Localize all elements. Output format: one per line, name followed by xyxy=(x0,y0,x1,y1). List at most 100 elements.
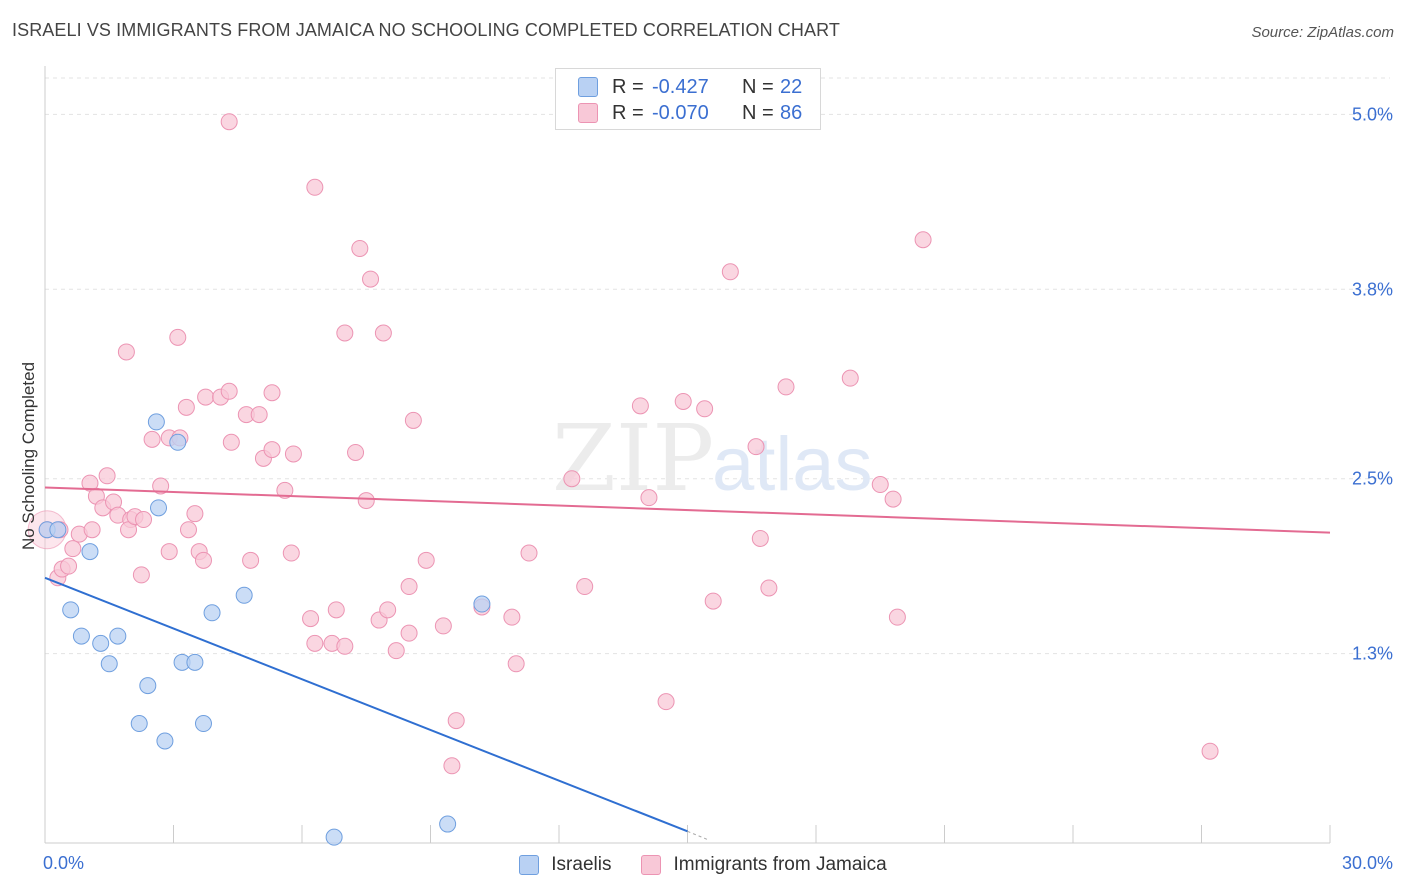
jamaica-point xyxy=(98,467,116,485)
jamaica-point xyxy=(351,239,369,257)
israeli-point xyxy=(109,627,127,645)
jamaica-point xyxy=(177,398,195,416)
jamaica-point xyxy=(751,529,769,547)
jamaica-point xyxy=(374,324,392,342)
jamaica-point xyxy=(132,566,150,584)
israeli-point xyxy=(203,604,221,622)
jamaica-point xyxy=(387,642,405,660)
jamaica-point xyxy=(263,384,281,402)
jamaica-point xyxy=(434,617,452,635)
jamaica-point xyxy=(914,231,932,249)
jamaica-point xyxy=(179,521,197,539)
israeli-point xyxy=(169,433,187,451)
jamaica-point xyxy=(160,543,178,561)
jamaica-point xyxy=(263,441,281,459)
y-tick-label: 1.3% xyxy=(1352,644,1393,664)
legend-r-value: -0.427 xyxy=(652,75,709,98)
jamaica-point xyxy=(520,544,538,562)
israelis-legend-swatch xyxy=(519,855,540,875)
jamaica-point xyxy=(443,757,461,775)
israeli-point xyxy=(139,677,157,695)
series-legend: Israelis Immigrants from Jamaica xyxy=(0,852,1406,878)
israeli-point xyxy=(72,627,90,645)
jamaica-point xyxy=(884,490,902,508)
israeli-point xyxy=(194,715,212,733)
x-tick-label: 0.0% xyxy=(43,853,84,873)
jamaica-point xyxy=(250,406,268,424)
legend-n-label: N = xyxy=(742,101,774,124)
israeli-trend-extension xyxy=(687,830,710,841)
jamaica-point xyxy=(1201,742,1219,760)
jamaica-point xyxy=(83,521,101,539)
watermark: ZIP atlas xyxy=(552,405,873,512)
jamaica-point xyxy=(400,624,418,642)
israeli-point xyxy=(325,828,343,846)
jamaica-point xyxy=(747,438,765,456)
jamaica-point xyxy=(871,476,889,494)
jamaica-point xyxy=(222,433,240,451)
chart-title: ISRAELI VS IMMIGRANTS FROM JAMAICA NO SC… xyxy=(12,20,840,40)
jamaica-point xyxy=(60,557,78,575)
jamaica-point xyxy=(704,592,722,610)
legend-n-label: N = xyxy=(742,75,774,98)
jamaica-point xyxy=(888,608,906,626)
jamaica-point xyxy=(576,578,594,596)
jamaica-point xyxy=(152,477,170,495)
legend-r-label: R = xyxy=(612,75,644,98)
jamaica-point xyxy=(169,328,187,346)
jamaica-point xyxy=(284,445,302,463)
jamaica-trend-line xyxy=(44,486,1331,534)
israeli-trend-line xyxy=(44,576,688,833)
israeli-point xyxy=(235,586,253,604)
jamaica-point xyxy=(674,392,692,410)
jamaica-point xyxy=(306,634,324,652)
jamaica-point xyxy=(276,481,294,499)
jamaica-point xyxy=(143,430,161,448)
watermark-atlas: atlas xyxy=(712,422,873,507)
jamaica-point xyxy=(357,492,375,510)
jamaica-point xyxy=(64,540,82,558)
jamaica-point xyxy=(117,343,135,361)
legend-item-israelis: Israelis xyxy=(519,854,611,876)
x-tick-label: 30.0% xyxy=(1342,853,1393,873)
jamaica-point xyxy=(447,712,465,730)
y-tick-label: 5.0% xyxy=(1352,104,1393,124)
jamaica-point xyxy=(631,397,649,415)
israeli-point xyxy=(92,634,110,652)
source-credit: Source: ZipAtlas.com xyxy=(1251,24,1394,41)
correlation-legend: R = -0.427 N = 22 R = -0.070 N = 86 xyxy=(555,68,821,130)
israeli-point xyxy=(100,655,118,673)
jamaica-point xyxy=(563,470,581,488)
jamaica-point xyxy=(282,544,300,562)
jamaica-point xyxy=(657,693,675,711)
israeli-point xyxy=(473,595,491,613)
israeli-point xyxy=(186,653,204,671)
israeli-point xyxy=(156,732,174,750)
israelis-swatch xyxy=(578,77,598,97)
jamaica-point xyxy=(507,655,525,673)
jamaica-point xyxy=(194,551,212,569)
jamaica-point xyxy=(242,551,260,569)
jamaica-point xyxy=(306,178,324,196)
jamaica-point xyxy=(640,489,658,507)
jamaica-point xyxy=(302,610,320,628)
jamaica-point xyxy=(721,263,739,281)
y-tick-label: 3.8% xyxy=(1352,279,1393,299)
jamaica-point xyxy=(841,369,859,387)
jamaica-point xyxy=(186,505,204,523)
legend-n-value: 86 xyxy=(780,101,803,124)
jamaica-point xyxy=(404,411,422,429)
jamaica-point xyxy=(327,601,345,619)
jamaica-point xyxy=(336,637,354,655)
jamaica-point xyxy=(336,324,354,342)
jamaica-point xyxy=(760,579,778,597)
israeli-point xyxy=(130,715,148,733)
jamaica-point xyxy=(220,113,238,131)
jamaica-point xyxy=(696,400,714,418)
jamaica-point xyxy=(379,601,397,619)
jamaica-legend-swatch xyxy=(641,855,662,875)
jamaica-point xyxy=(197,388,215,406)
jamaica-point xyxy=(135,511,153,529)
trend-lines xyxy=(44,486,1331,841)
